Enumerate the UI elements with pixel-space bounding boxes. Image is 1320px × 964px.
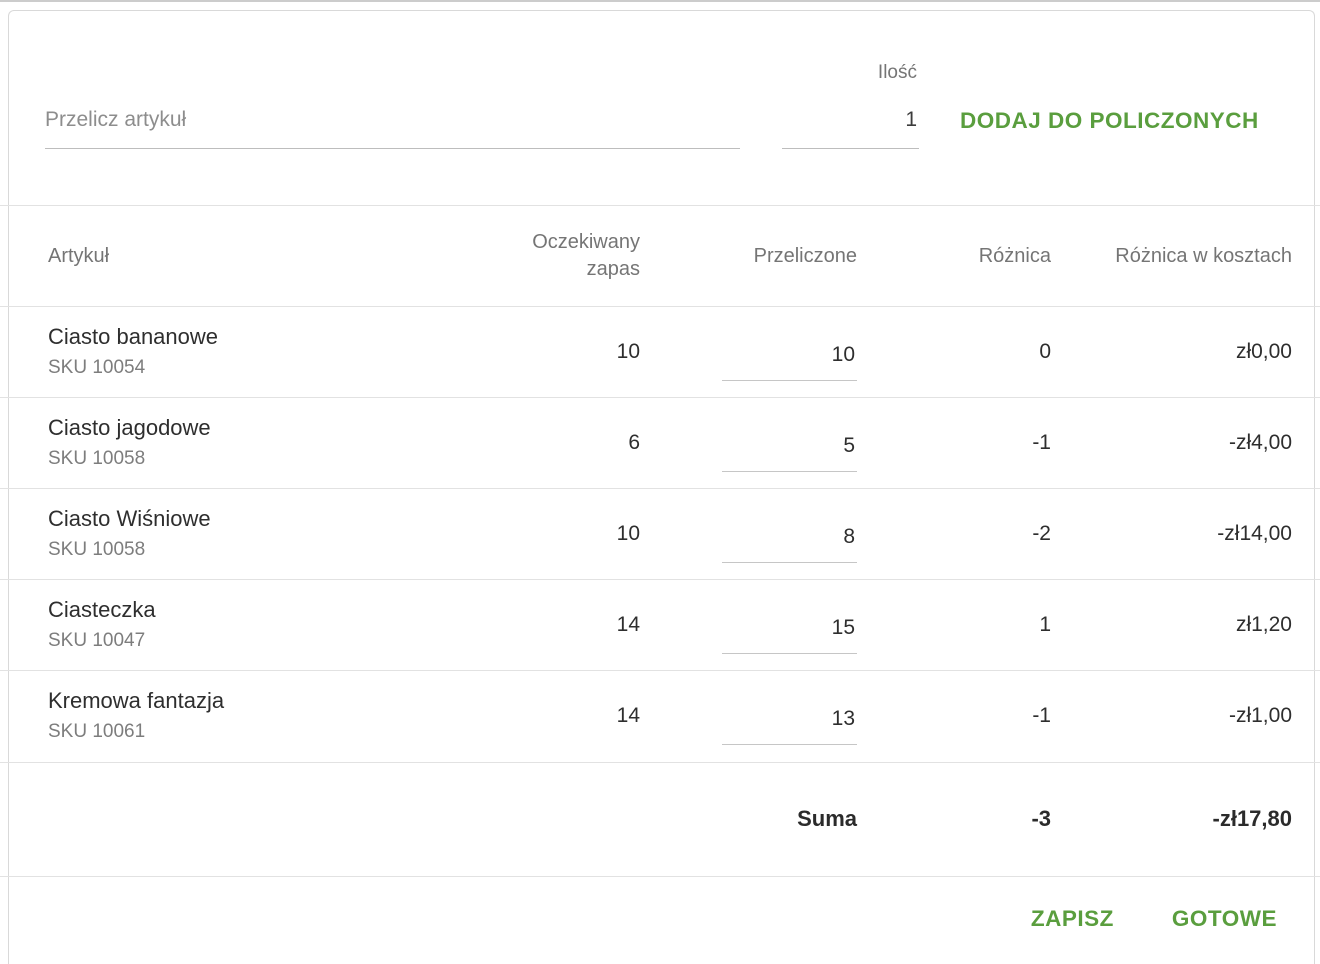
column-header-cost-difference: Różnica w kosztach (1115, 244, 1292, 267)
column-header-difference: Różnica (978, 244, 1051, 267)
article-sku: SKU 10047 (48, 630, 146, 651)
counted-input[interactable] (722, 611, 857, 654)
divider (0, 397, 1320, 398)
difference-value: -2 (1032, 521, 1051, 545)
summary-difference-value: -3 (1031, 806, 1051, 831)
divider (0, 670, 1320, 671)
cost-difference-value: zł0,00 (1235, 339, 1292, 363)
difference-value: -1 (1032, 430, 1051, 454)
quantity-input[interactable] (782, 98, 919, 149)
table-row: Ciasteczka SKU 10047 14 1 zł1,20 (8, 579, 1315, 670)
footer-actions: ZAPISZ GOTOWE (8, 876, 1315, 962)
cost-difference-value: -zł14,00 (1217, 521, 1292, 545)
count-article-input[interactable] (45, 98, 740, 149)
article-name: Ciasto jagodowe (48, 415, 211, 440)
article-name: Kremowa fantazja (48, 688, 225, 713)
divider (0, 306, 1320, 307)
article-cell: Ciasto Wiśniowe SKU 10058 (48, 506, 440, 561)
table-row: Ciasto bananowe SKU 10054 10 0 zł0,00 (8, 306, 1315, 397)
done-button[interactable]: GOTOWE (1171, 906, 1277, 931)
expected-stock-value: 14 (616, 703, 640, 727)
divider (0, 579, 1320, 580)
expected-stock-value: 6 (628, 430, 640, 454)
expected-stock-value: 14 (616, 612, 640, 636)
difference-value: 1 (1039, 612, 1051, 636)
article-sku: SKU 10058 (48, 448, 146, 469)
divider (0, 762, 1320, 763)
cost-difference-value: zł1,20 (1235, 612, 1292, 636)
column-header-expected-stock: Oczekiwany zapas (532, 231, 640, 280)
difference-value: -1 (1032, 703, 1051, 727)
article-sku: SKU 10061 (48, 721, 146, 742)
article-name: Ciasto Wiśniowe (48, 506, 211, 531)
article-name: Ciasteczka (48, 597, 156, 622)
cost-difference-value: -zł1,00 (1228, 703, 1292, 727)
difference-value: 0 (1039, 339, 1051, 363)
cost-difference-value: -zł4,00 (1228, 430, 1292, 454)
summary-label: Suma (797, 806, 857, 831)
article-cell: Ciasto bananowe SKU 10054 (48, 324, 440, 379)
counted-input[interactable] (722, 429, 857, 472)
table-row: Ciasto Wiśniowe SKU 10058 10 -2 -zł14,00 (8, 488, 1315, 579)
counted-input[interactable] (722, 338, 857, 381)
column-header-article: Artykuł (48, 244, 110, 267)
top-divider (0, 0, 1320, 2)
column-header-counted: Przeliczone (753, 244, 857, 267)
counted-input[interactable] (722, 702, 857, 745)
divider (0, 876, 1320, 877)
summary-row: Suma -3 -zł17,80 (8, 762, 1315, 876)
stocktake-card (8, 10, 1315, 964)
expected-stock-value: 10 (616, 521, 640, 545)
article-cell: Ciasteczka SKU 10047 (48, 597, 440, 652)
article-cell: Ciasto jagodowe SKU 10058 (48, 415, 440, 470)
article-sku: SKU 10058 (48, 539, 146, 560)
divider (0, 205, 1320, 206)
article-name: Ciasto bananowe (48, 324, 219, 349)
article-cell: Kremowa fantazja SKU 10061 (48, 688, 440, 743)
counted-input[interactable] (722, 520, 857, 563)
add-to-counted-button[interactable]: DODAJ DO POLICZONYCH (960, 108, 1259, 133)
table-header-row: Artykuł Oczekiwany zapas Przeliczone Róż… (8, 206, 1315, 306)
divider (0, 488, 1320, 489)
summary-cost-difference-value: -zł17,80 (1212, 806, 1293, 831)
expected-stock-value: 10 (616, 339, 640, 363)
article-sku: SKU 10054 (48, 357, 146, 378)
save-button[interactable]: ZAPISZ (1030, 906, 1114, 931)
quantity-label: Ilość (877, 62, 917, 83)
table-row: Ciasto jagodowe SKU 10058 6 -1 -zł4,00 (8, 397, 1315, 488)
table-row: Kremowa fantazja SKU 10061 14 -1 -zł1,00 (8, 670, 1315, 761)
